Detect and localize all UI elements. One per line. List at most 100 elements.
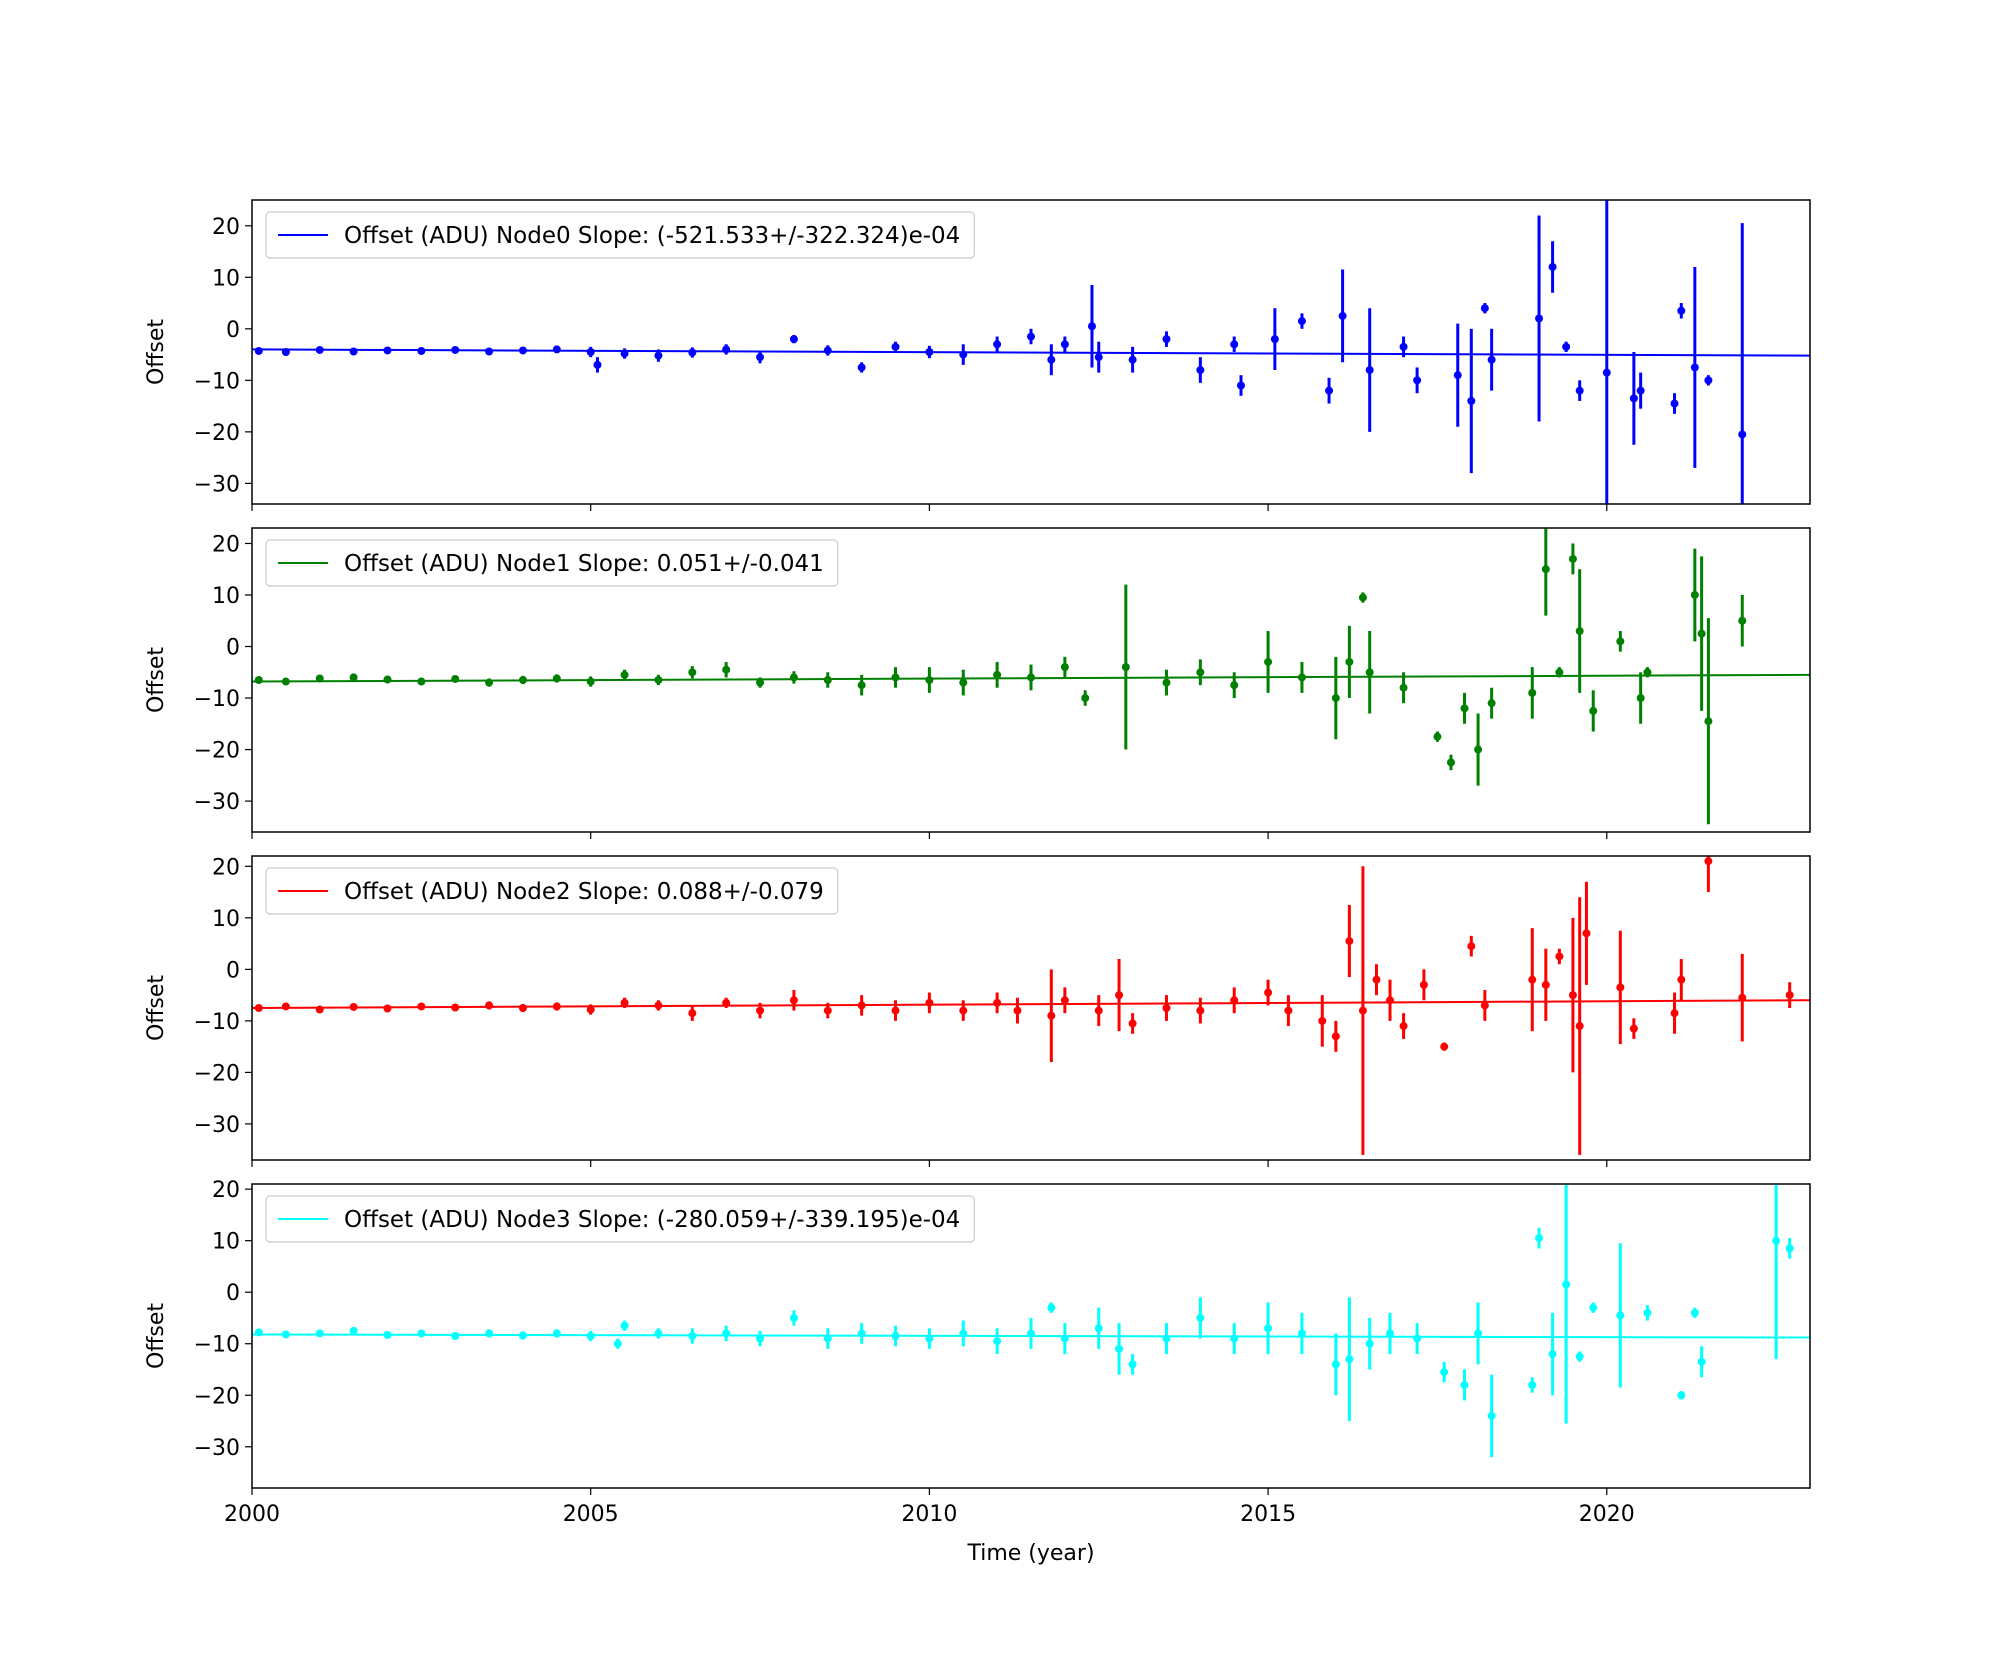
fit-line xyxy=(252,999,1810,1009)
y-tick-label: −20 xyxy=(194,1061,240,1086)
data-point-8 xyxy=(518,676,527,684)
data-point-40 xyxy=(1399,1022,1408,1031)
data-point-8 xyxy=(518,1004,527,1012)
data-point-24 xyxy=(1027,1329,1035,1338)
data-point-44 xyxy=(1528,1380,1537,1389)
data-point-13 xyxy=(688,668,697,677)
plot-area-2 xyxy=(252,856,1810,1155)
legend-entry: Offset (ADU) Node0 Slope: (-521.533+/-32… xyxy=(344,223,960,249)
data-point-19 xyxy=(891,673,900,682)
data-point-13 xyxy=(688,1009,697,1018)
data-point-42 xyxy=(1528,688,1537,697)
y-tick-label: 20 xyxy=(212,1178,240,1203)
data-point-15 xyxy=(756,1006,765,1015)
y-tick-label: −30 xyxy=(194,790,240,815)
subplot-2: 20 10 0 −10 −20 −30 Offset Offset (ADU) Node2 S… xyxy=(144,855,1811,1167)
data-point-24 xyxy=(1027,332,1035,341)
data-point-46 xyxy=(1548,1350,1557,1359)
data-point-10 xyxy=(586,1005,595,1014)
data-point-47 xyxy=(1562,1280,1571,1289)
data-point-36 xyxy=(1345,937,1354,946)
data-point-54 xyxy=(1738,616,1747,625)
data-point-10 xyxy=(586,1332,595,1340)
y-tick-label: −30 xyxy=(194,1436,240,1461)
data-point-22 xyxy=(959,350,968,359)
data-point-19 xyxy=(891,1006,900,1015)
data-point-53 xyxy=(1677,306,1686,315)
data-point-31 xyxy=(1230,996,1239,1005)
data-point-29 xyxy=(1230,681,1239,690)
data-point-3 xyxy=(349,673,358,682)
data-point-37 xyxy=(1365,1339,1374,1348)
y-tick-label: 20 xyxy=(212,532,240,557)
data-point-49 xyxy=(1575,1022,1584,1031)
y-tick-label: 10 xyxy=(212,266,240,291)
data-point-2 xyxy=(315,1329,324,1338)
data-point-14 xyxy=(722,998,731,1007)
data-point-52 xyxy=(1629,1024,1638,1033)
legend-box xyxy=(265,211,975,259)
data-point-36 xyxy=(1399,683,1408,692)
y-tick-label: −20 xyxy=(194,1384,240,1409)
legend-box xyxy=(265,539,839,587)
data-point-16 xyxy=(789,996,798,1005)
data-point-40 xyxy=(1413,376,1422,385)
data-point-22 xyxy=(993,998,1002,1007)
data-point-48 xyxy=(1575,386,1584,395)
x-tick-label: 2010 xyxy=(901,1502,957,1527)
data-point-33 xyxy=(1345,657,1354,666)
data-point-53 xyxy=(1704,717,1713,726)
data-point-55 xyxy=(1772,1236,1781,1245)
x-axis-label: Time (year) xyxy=(966,1541,1094,1566)
data-point-28 xyxy=(1128,1019,1137,1028)
data-point-1 xyxy=(281,677,290,686)
data-point-5 xyxy=(417,1329,426,1338)
data-point-4 xyxy=(383,346,392,355)
data-point-34 xyxy=(1318,1016,1327,1025)
data-point-52 xyxy=(1697,629,1706,638)
data-point-4 xyxy=(383,1330,392,1339)
data-point-2 xyxy=(315,345,324,354)
legend-entry: Offset (ADU) Node3 Slope: (-280.059+/-33… xyxy=(344,1207,960,1233)
data-point-54 xyxy=(1677,975,1686,984)
data-point-32 xyxy=(1331,694,1340,703)
axes-frame xyxy=(251,527,1811,833)
data-point-56 xyxy=(1738,430,1747,439)
legend-box xyxy=(265,867,839,915)
data-point-55 xyxy=(1704,857,1713,866)
legend: Offset (ADU) Node0 Slope: (-521.533+/-32… xyxy=(265,211,975,259)
data-point-12 xyxy=(620,349,629,358)
subplot-0: 20 10 0 −10 −20 −30 Offset Offset (ADU) Node0 S… xyxy=(144,199,1811,511)
data-point-35 xyxy=(1297,317,1306,326)
data-point-26 xyxy=(1121,663,1130,672)
data-point-42 xyxy=(1474,1329,1483,1338)
data-point-41 xyxy=(1453,371,1462,380)
data-point-42 xyxy=(1467,396,1476,405)
data-point-47 xyxy=(1562,342,1571,351)
data-point-51 xyxy=(1690,590,1699,599)
plot-area-0 xyxy=(252,200,1810,504)
data-point-6 xyxy=(451,345,460,354)
data-point-36 xyxy=(1325,386,1334,395)
data-point-45 xyxy=(1528,975,1537,984)
data-point-48 xyxy=(1568,991,1577,1000)
data-point-4 xyxy=(383,675,392,684)
data-point-38 xyxy=(1365,366,1374,375)
data-point-47 xyxy=(1589,706,1598,715)
data-point-15 xyxy=(756,678,765,687)
data-point-49 xyxy=(1589,1303,1598,1312)
y-tick-label: 0 xyxy=(226,958,240,983)
data-point-32 xyxy=(1230,340,1239,349)
data-point-26 xyxy=(1094,1006,1103,1015)
y-tick-label: −10 xyxy=(194,687,240,712)
data-point-21 xyxy=(959,1006,968,1015)
data-point-27 xyxy=(1087,322,1096,331)
data-point-41 xyxy=(1460,1380,1469,1389)
data-point-1 xyxy=(281,348,290,356)
data-point-51 xyxy=(1616,983,1625,992)
data-point-20 xyxy=(925,998,934,1007)
data-point-39 xyxy=(1460,704,1469,713)
plot-area-3 xyxy=(252,1184,1810,1458)
data-point-12 xyxy=(620,1321,629,1330)
